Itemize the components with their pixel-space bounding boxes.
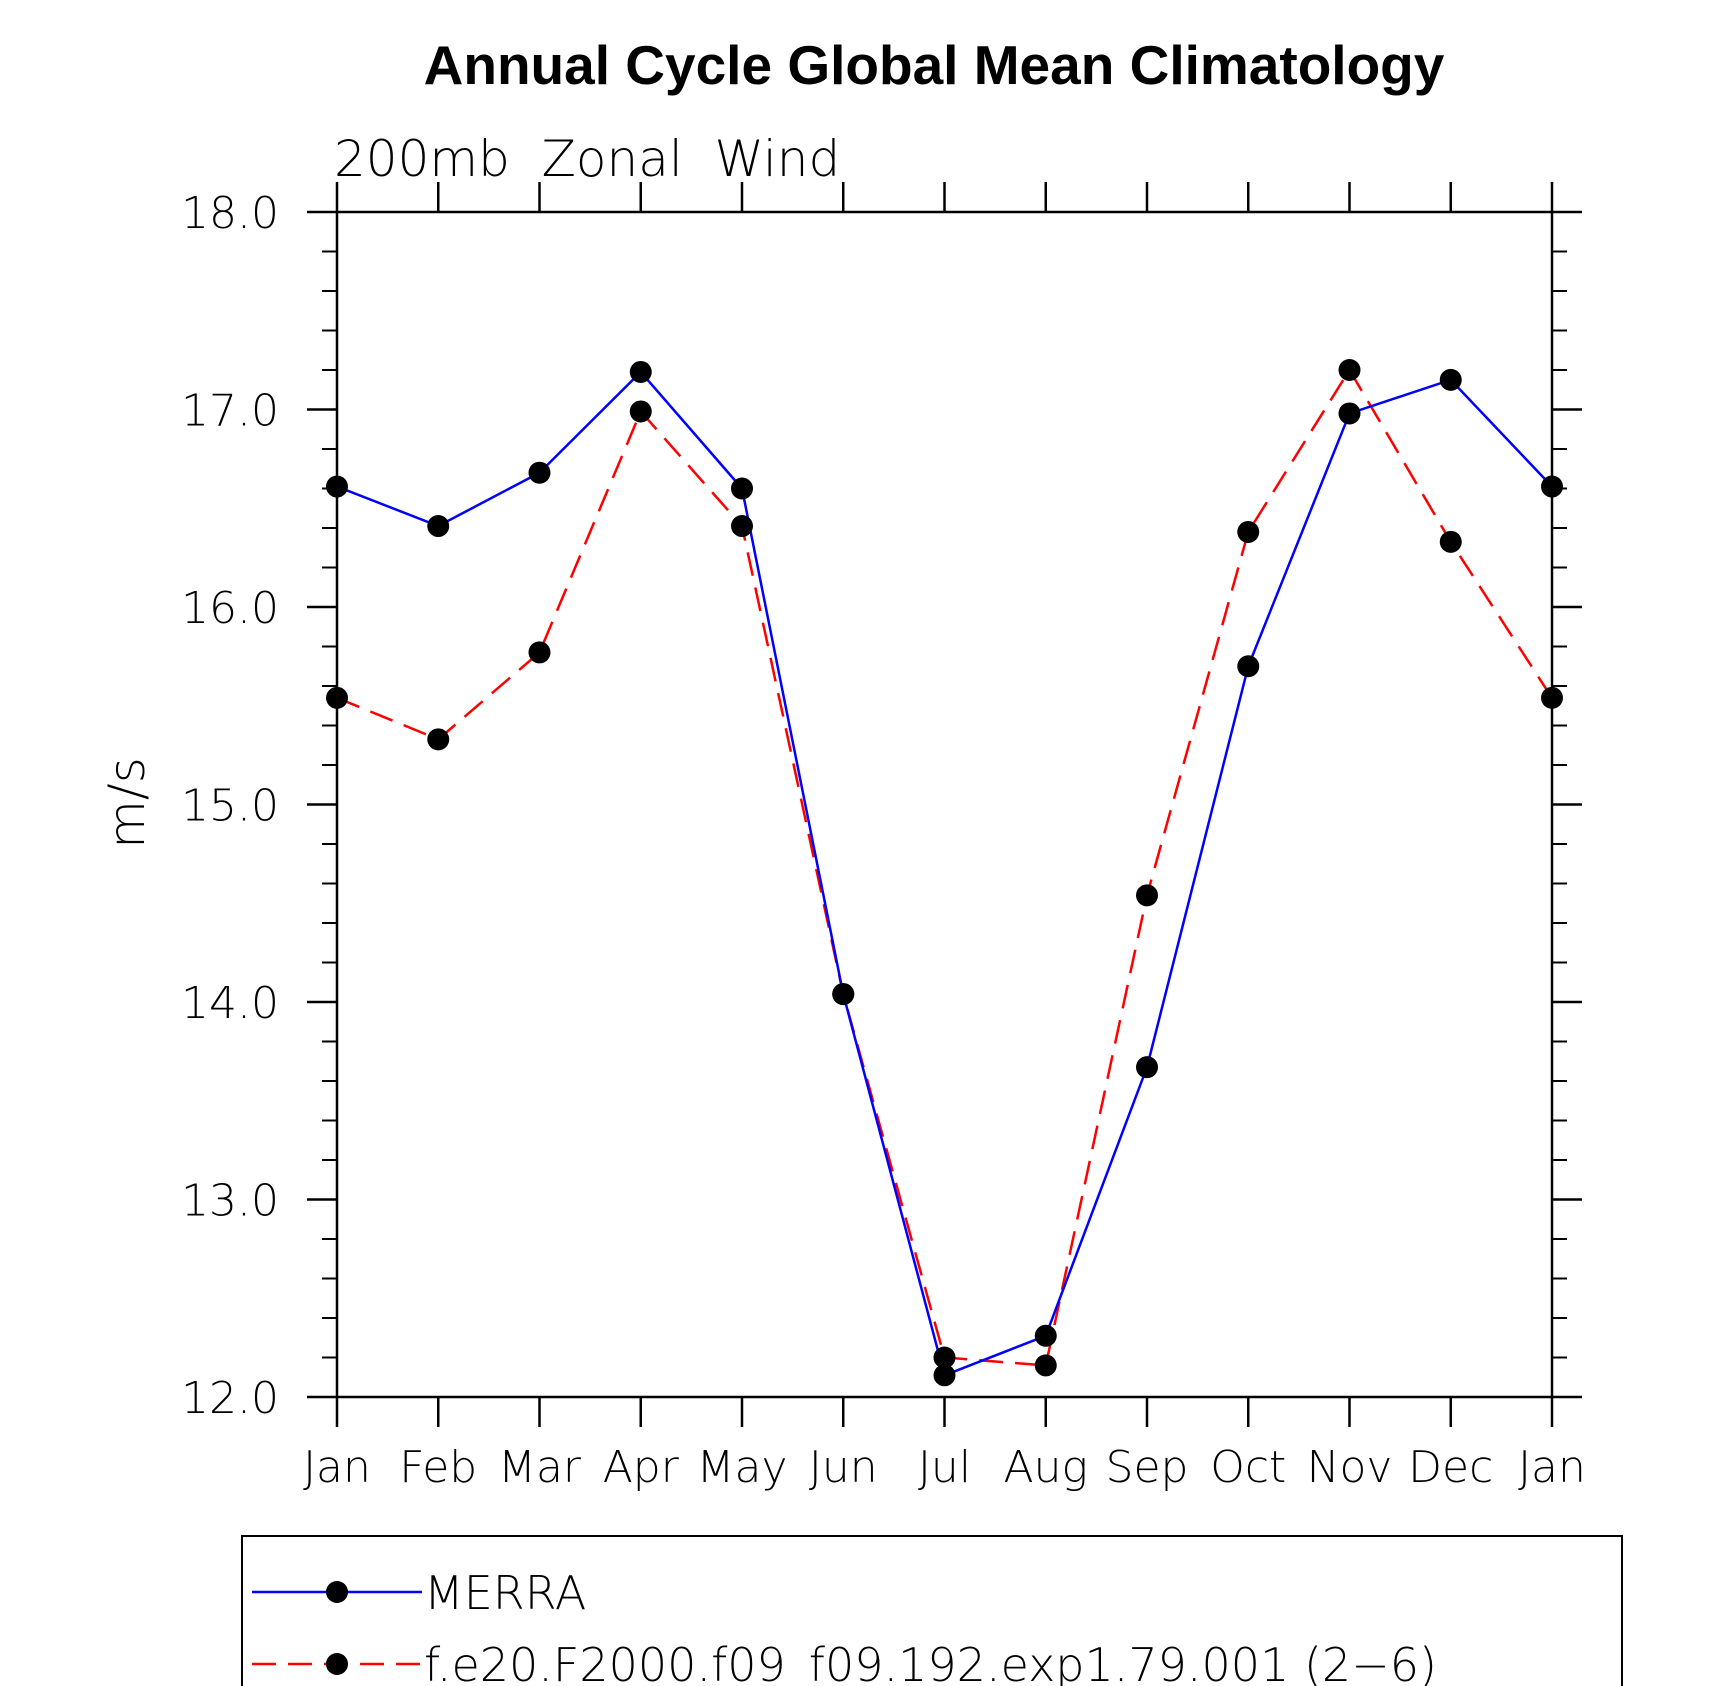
legend-label-1: f.e20.F2000.f09_f09.192.exp1.79.001 (2−6…	[424, 1638, 1437, 1686]
series-1-point	[1237, 520, 1260, 543]
y-tick-label: 14.0	[181, 978, 279, 1029]
series-0-point	[933, 1364, 956, 1387]
legend-marker-0	[326, 1581, 348, 1603]
series-1-point	[1541, 686, 1563, 709]
series-0-point	[832, 983, 855, 1006]
x-tick-label: Apr	[603, 1442, 680, 1493]
legend-box	[241, 1535, 1623, 1686]
series-1-point	[1338, 359, 1361, 381]
x-tick-label: Aug	[1004, 1442, 1088, 1493]
x-tick-label: May	[697, 1442, 788, 1493]
series-0-point	[1136, 1056, 1158, 1079]
plot-frame	[335, 210, 1554, 1399]
series-0-point	[1541, 475, 1563, 498]
x-tick-label: Sep	[1106, 1442, 1189, 1493]
x-tick-label: Dec	[1408, 1442, 1493, 1493]
series-1-point	[1034, 1354, 1057, 1377]
series-1-point	[1439, 530, 1462, 553]
y-tick-label: 17.0	[181, 386, 279, 437]
series-0-point	[326, 475, 348, 498]
series-0-point	[629, 360, 652, 383]
y-tick-label: 12.0	[181, 1373, 279, 1424]
x-tick-label: Feb	[399, 1442, 477, 1493]
y-tick-label: 18.0	[181, 188, 279, 239]
series-1-point	[326, 686, 348, 709]
axes: Jan Feb Mar Apr May Jun Jul Aug Sep Oct Nov Dec Jan 1…	[181, 182, 1586, 1493]
series-line-0	[336, 370, 1553, 1377]
series-0-point	[731, 477, 753, 500]
series-0-point	[528, 461, 551, 484]
series-1-point	[629, 400, 652, 423]
legend-marker-1	[326, 1653, 348, 1675]
series-1-point	[528, 641, 551, 664]
series-1-point	[933, 1346, 956, 1369]
series-layer	[326, 359, 1563, 1387]
series-1-point	[1136, 884, 1158, 907]
y-tick-label: 16.0	[181, 583, 279, 634]
x-tick-label: Jan	[1518, 1442, 1586, 1493]
legend-label-0: MERRA	[424, 1566, 586, 1620]
x-tick-label: Oct	[1210, 1442, 1286, 1493]
series-0-point	[1439, 368, 1462, 391]
chart-subtitle: 200mb Zonal Wind	[334, 130, 840, 188]
series-0-point	[1034, 1324, 1057, 1347]
x-tick-label: Mar	[498, 1442, 582, 1493]
y-tick-label: 15.0	[181, 781, 279, 832]
x-tick-label: Jan	[303, 1442, 371, 1493]
legend: MERRA f.e20.F2000.f09_f09.192.exp1.79.001…	[241, 1535, 1623, 1686]
series-0-point	[1237, 655, 1260, 678]
x-tick-label: Jul	[918, 1442, 971, 1493]
series-0-point	[427, 515, 450, 538]
chart-title: Annual Cycle Global Mean Climatology	[424, 34, 1445, 96]
x-tick-label: Nov	[1307, 1442, 1393, 1493]
y-tick-label: 13.0	[181, 1176, 279, 1227]
x-tick-label: Jun	[809, 1442, 878, 1493]
series-1-point	[731, 515, 753, 538]
y-axis-label: m/s	[98, 757, 156, 849]
series-1-point	[427, 728, 450, 751]
series-0-point	[1338, 402, 1361, 425]
series-line-1	[336, 367, 1554, 1367]
